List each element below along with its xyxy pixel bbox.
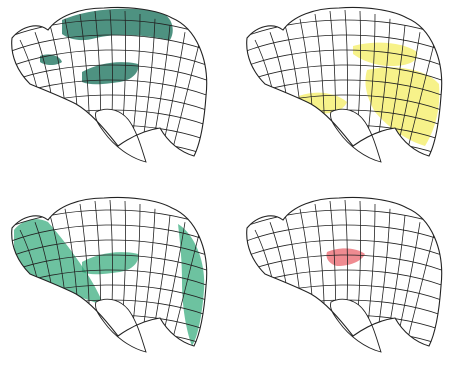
grid-parallel [246,34,442,55]
grid-parallel [11,49,207,70]
brain-surface-1 [11,6,208,163]
grid-parallel [246,239,442,260]
grid-parallel [246,154,442,157]
sulcus-fold [330,298,382,353]
highlight-right-edge [178,224,205,346]
brain-panel-4 [235,190,450,360]
grid-parallel [246,49,442,70]
brain-panel-1 [0,0,215,170]
highlight-middle-band [82,62,139,85]
grid-meridian [404,39,436,157]
grid-meridian [404,229,436,347]
sulcus-fold [95,298,147,353]
brain-panel-2 [235,0,450,170]
grid-parallel [11,254,207,275]
grid-parallel [11,64,207,85]
grid-parallel [11,34,207,55]
highlight-left-central-patch [40,54,62,65]
highlight-lower-temporal [283,312,329,346]
grid-meridian [169,39,201,157]
grid-parallel [11,224,207,245]
grid-meridian [169,229,201,347]
highlight-upper-central [326,248,365,266]
grid-parallel [246,64,442,85]
brain-surface-2 [246,6,443,163]
grid-parallel [246,344,442,347]
brain-panel-3 [0,190,215,360]
highlight-left-frontal [14,219,104,306]
brain-surface-4 [246,196,443,353]
highlight-top-dorsal [62,8,173,41]
brain-surface-3 [11,196,208,353]
sulcus-fold [95,108,147,163]
highlight-middle-band [82,252,139,275]
grid-parallel [11,344,207,347]
surface-outline [246,6,443,157]
grid-parallel [246,224,442,245]
surface-fill [246,197,442,346]
grid-parallel [11,239,207,260]
grid-parallel [11,154,207,157]
highlight-group [40,8,173,85]
highlight-group [14,219,205,346]
highlight-right-lobe [365,67,440,146]
surface-outline [11,6,208,157]
surface-outline [246,196,443,347]
sulcus-fold [330,108,382,163]
grid-parallel [246,254,442,275]
surface-outline [11,196,208,347]
